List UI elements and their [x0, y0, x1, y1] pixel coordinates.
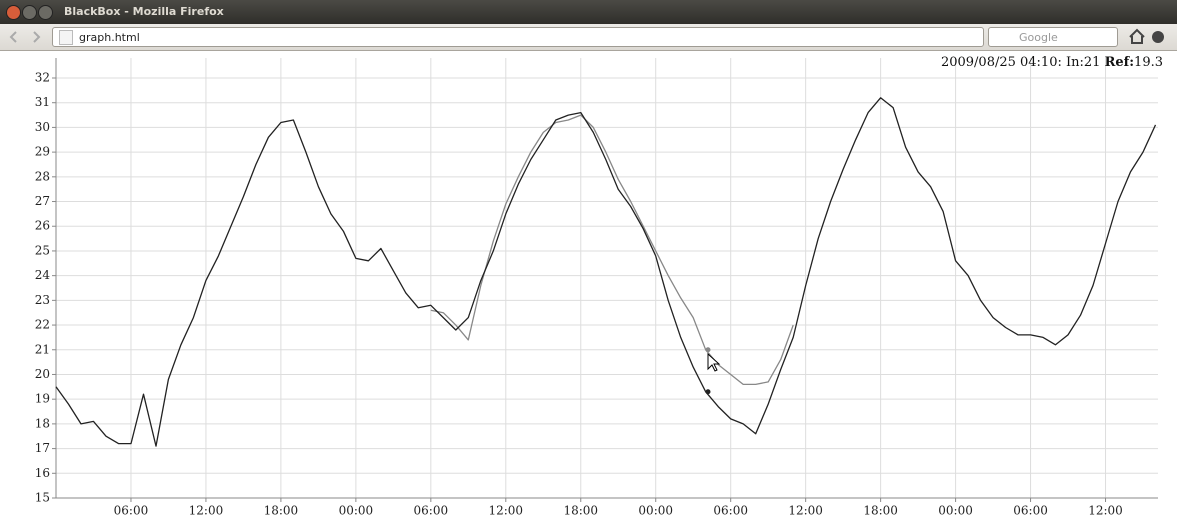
url-bar[interactable]: graph.html [52, 27, 984, 47]
readout-in-label: In: [1066, 55, 1084, 70]
y-tick-label: 16 [35, 466, 50, 480]
y-tick-label: 24 [35, 268, 51, 282]
y-tick-label: 21 [35, 342, 50, 356]
minimize-button[interactable] [22, 5, 37, 20]
chart: 15 16 17 18 19 20 21 22 23 24 25 26 27 28 29 30 31 32 06:0… [0, 51, 1177, 527]
readout: 2009/08/25 04:10: In:21 Ref:19.3 [941, 55, 1163, 70]
y-tick-label: 19 [35, 392, 50, 406]
readout-time: 2009/08/25 04:10: [941, 55, 1062, 70]
data-line [56, 98, 1156, 446]
window-title: BlackBox - Mozilla Firefox [64, 5, 224, 18]
y-tick-label: 20 [35, 367, 50, 381]
y-tick-label: 28 [35, 169, 50, 183]
y-tick-label: 23 [35, 293, 50, 307]
x-tick-label: 12:00 [189, 504, 224, 518]
y-tick-label: 22 [35, 318, 50, 332]
x-tick-label: 18:00 [863, 504, 898, 518]
x-tick-label: 12:00 [488, 504, 523, 518]
search-box[interactable]: Google [988, 27, 1118, 47]
url-text: graph.html [79, 31, 140, 44]
readout-in-value: 21 [1084, 55, 1101, 70]
cursor-dot [706, 347, 711, 352]
y-tick-label: 17 [35, 441, 50, 455]
y-tick-label: 27 [35, 194, 50, 208]
nav-toolbar: graph.html Google [0, 24, 1177, 51]
nav-buttons[interactable] [0, 24, 50, 50]
y-tick-label: 32 [35, 71, 50, 85]
x-tick-label: 00:00 [938, 504, 973, 518]
y-tick-label: 31 [35, 95, 50, 109]
x-tick-label: 00:00 [638, 504, 673, 518]
y-tick-label: 26 [35, 219, 50, 233]
y-tick-label: 29 [35, 145, 50, 159]
page-content: 15 16 17 18 19 20 21 22 23 24 25 26 27 28 29 30 31 32 06:0… [0, 51, 1177, 527]
x-tick-label: 06:00 [1013, 504, 1048, 518]
title-bar: BlackBox - Mozilla Firefox [0, 0, 1177, 24]
x-tick-label: 06:00 [414, 504, 449, 518]
maximize-button[interactable] [38, 5, 53, 20]
browser-window: BlackBox - Mozilla Firefox graph.html Go… [0, 0, 1177, 527]
readout-ref-value: 19.3 [1134, 55, 1163, 70]
x-tick-label: 12:00 [1088, 504, 1123, 518]
y-tick-label: 15 [35, 491, 50, 505]
x-tick-label: 06:00 [713, 504, 748, 518]
x-tick-label: 00:00 [339, 504, 374, 518]
x-tick-label: 06:00 [114, 504, 149, 518]
close-button[interactable] [6, 5, 21, 20]
x-tick-label: 18:00 [264, 504, 299, 518]
cursor-dot [706, 389, 711, 394]
y-tick-label: 25 [35, 243, 50, 257]
search-placeholder: Google [1019, 31, 1058, 44]
x-tick-label: 12:00 [788, 504, 823, 518]
data-line [431, 115, 793, 384]
readout-ref-label: Ref: [1105, 55, 1134, 70]
toolbar-icons[interactable] [1124, 24, 1174, 50]
y-tick-label: 30 [35, 120, 50, 134]
mouse-pointer [708, 354, 719, 371]
page-icon [59, 30, 73, 45]
y-tick-label: 18 [35, 416, 50, 430]
x-tick-label: 18:00 [563, 504, 598, 518]
